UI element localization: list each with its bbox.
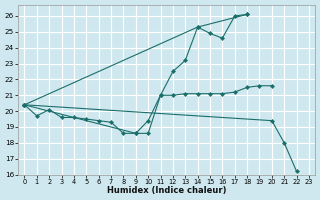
X-axis label: Humidex (Indice chaleur): Humidex (Indice chaleur) — [107, 186, 227, 195]
